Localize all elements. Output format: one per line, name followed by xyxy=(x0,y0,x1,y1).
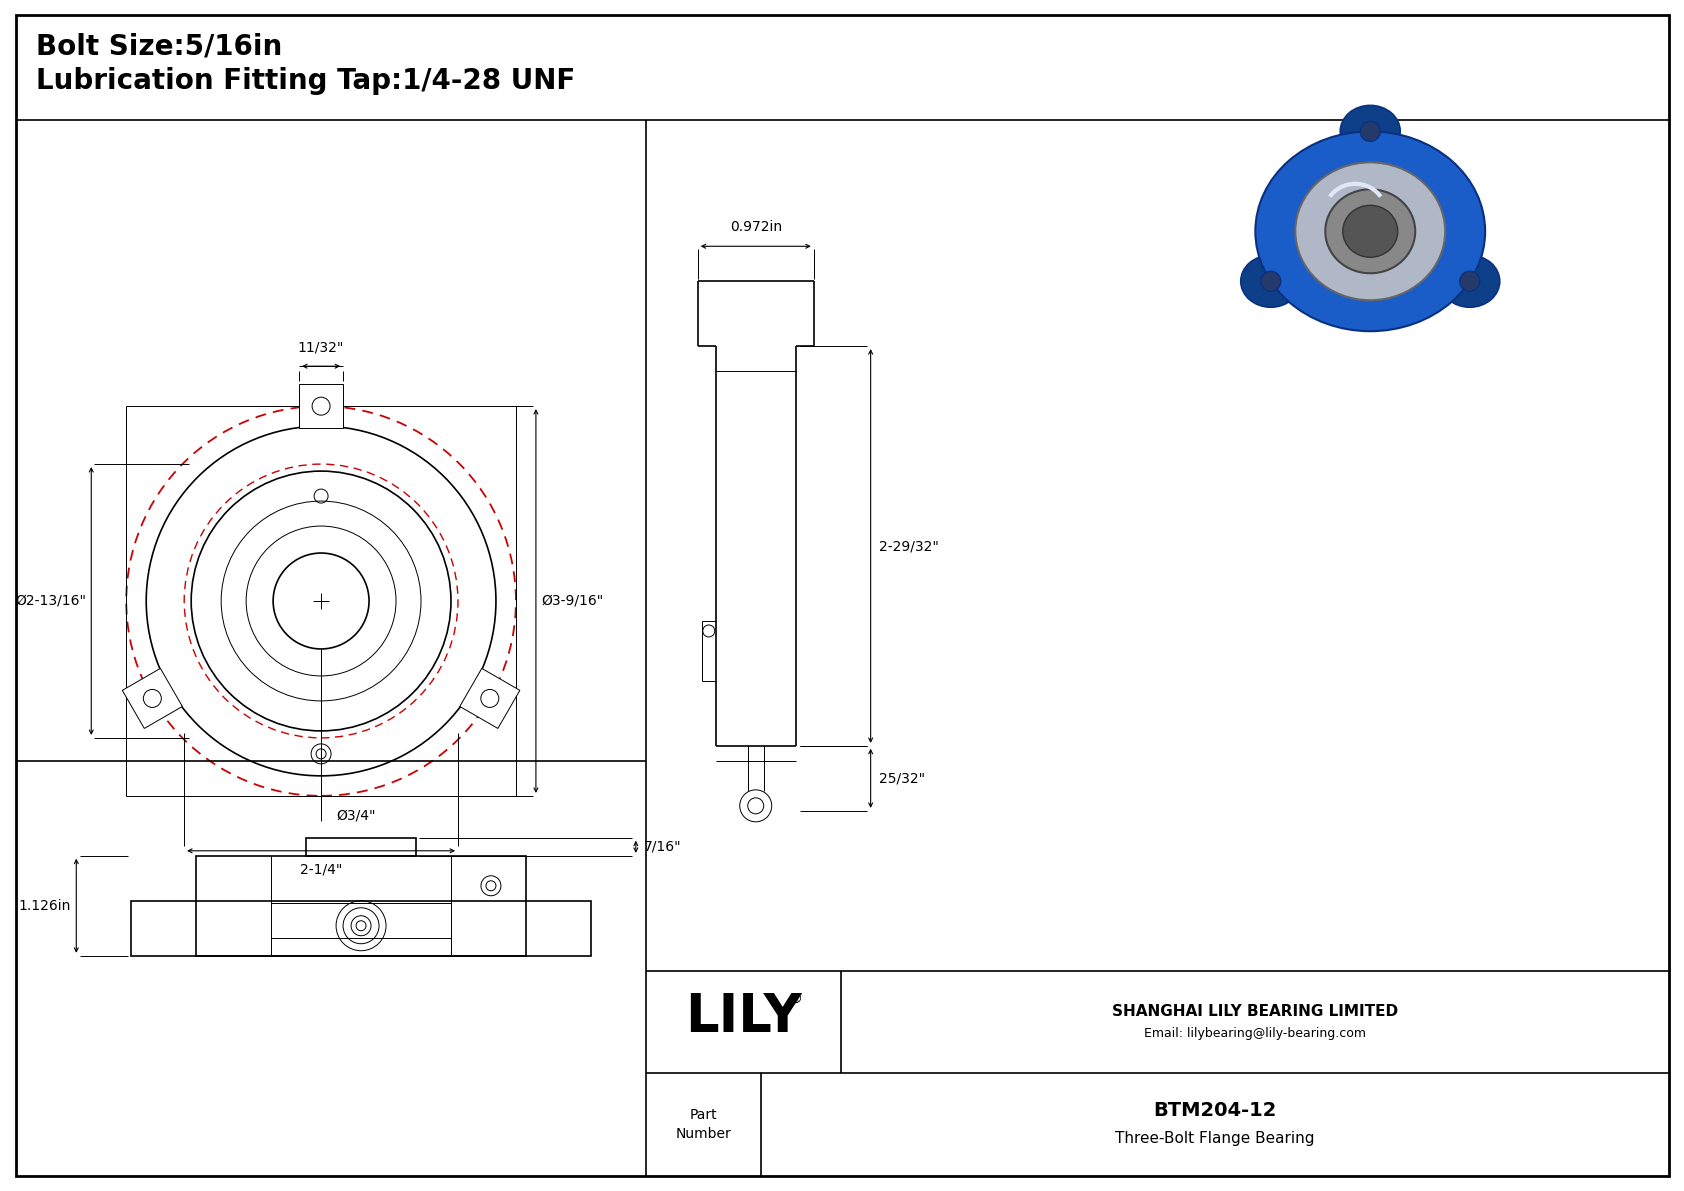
Bar xyxy=(123,668,182,729)
Text: Ø3/4": Ø3/4" xyxy=(337,809,376,823)
Text: 2-29/32": 2-29/32" xyxy=(879,540,938,553)
Text: BTM204-12: BTM204-12 xyxy=(1154,1100,1276,1120)
Bar xyxy=(460,668,520,729)
Ellipse shape xyxy=(1342,205,1398,257)
Text: 0.972in: 0.972in xyxy=(729,220,781,235)
Circle shape xyxy=(1261,272,1282,292)
Ellipse shape xyxy=(1440,255,1500,307)
Text: 1.126in: 1.126in xyxy=(19,899,71,912)
Bar xyxy=(131,900,591,955)
Text: 7/16": 7/16" xyxy=(643,840,682,854)
Ellipse shape xyxy=(1295,162,1445,300)
Text: Three-Bolt Flange Bearing: Three-Bolt Flange Bearing xyxy=(1115,1130,1315,1146)
Text: 25/32": 25/32" xyxy=(879,772,925,785)
Text: Email: lilybearing@lily-bearing.com: Email: lilybearing@lily-bearing.com xyxy=(1143,1028,1366,1041)
Text: ®: ® xyxy=(788,993,802,1006)
Bar xyxy=(306,837,416,856)
Ellipse shape xyxy=(1241,255,1300,307)
Circle shape xyxy=(1361,121,1381,142)
Text: Ø2-13/16": Ø2-13/16" xyxy=(15,594,86,607)
Text: Lubrication Fitting Tap:1/4-28 UNF: Lubrication Fitting Tap:1/4-28 UNF xyxy=(37,68,576,95)
Text: Ø3-9/16": Ø3-9/16" xyxy=(541,594,603,607)
Text: Part
Number: Part Number xyxy=(675,1108,731,1141)
Text: LILY: LILY xyxy=(685,991,802,1043)
Text: SHANGHAI LILY BEARING LIMITED: SHANGHAI LILY BEARING LIMITED xyxy=(1111,1004,1398,1019)
Ellipse shape xyxy=(1325,189,1415,273)
Text: 11/32": 11/32" xyxy=(298,341,344,354)
Ellipse shape xyxy=(1340,105,1399,157)
Text: 2-1/4": 2-1/4" xyxy=(300,862,342,877)
Text: Bolt Size:5/16in: Bolt Size:5/16in xyxy=(37,32,283,61)
Bar xyxy=(300,385,344,428)
Ellipse shape xyxy=(1255,131,1485,331)
Bar xyxy=(195,856,525,955)
Circle shape xyxy=(1460,272,1480,292)
